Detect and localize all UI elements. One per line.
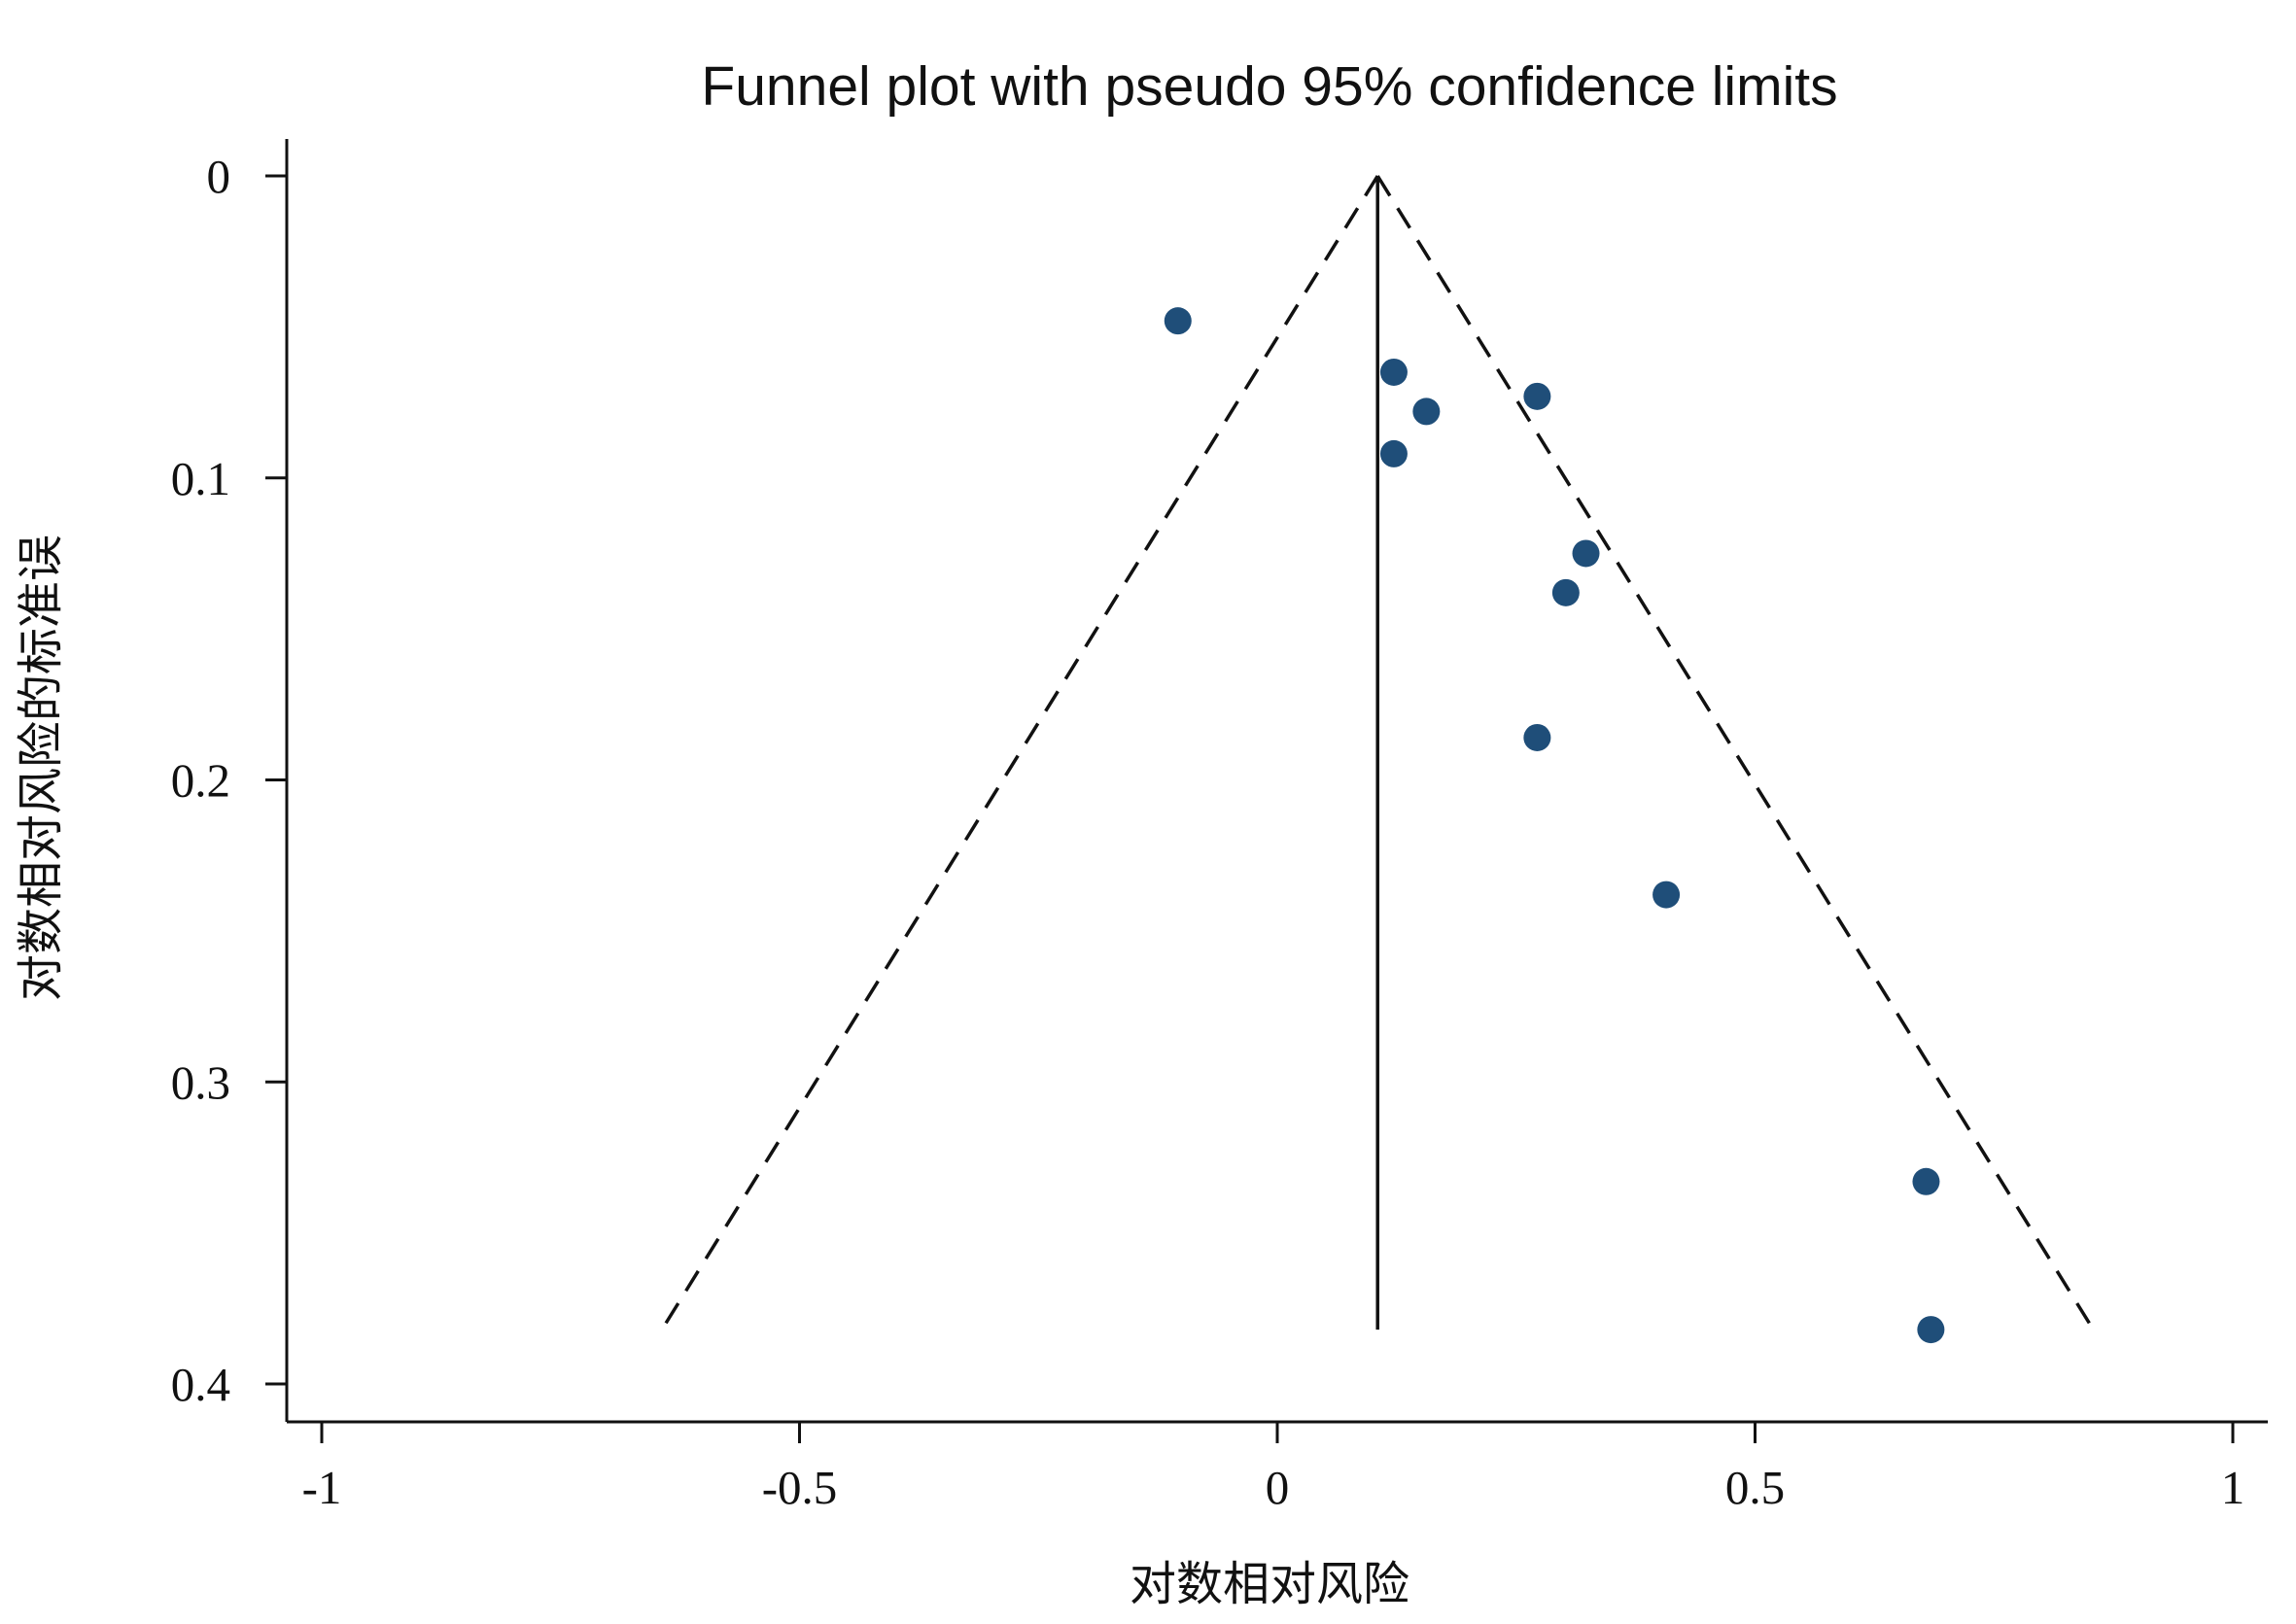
upper-confidence-limit-line: [1375, 175, 2095, 1330]
study-point: [1652, 881, 1681, 909]
x-axis-label: 对数相对风险: [1130, 1557, 1409, 1611]
x-tick-label: -0.5: [762, 1461, 838, 1514]
study-point: [1412, 397, 1441, 426]
study-point: [1912, 1167, 1940, 1195]
axes-layer: -1 -0.5 0 0.5 1 0 0.1 0.2 0.3 0.4: [171, 139, 2268, 1514]
study-point: [1379, 358, 1408, 386]
y-axis-label: 对数相对风险的标准误: [14, 535, 68, 1001]
y-tick-label: 0.2: [171, 754, 230, 808]
funnel-layer: [660, 175, 2095, 1330]
y-tick-label: 0: [207, 150, 231, 203]
chart-title: Funnel plot with pseudo 95% confidence l…: [701, 55, 1837, 118]
study-point: [1523, 723, 1551, 751]
study-point: [1164, 307, 1192, 335]
y-tick-label: 0.3: [171, 1055, 230, 1109]
study-point: [1379, 439, 1408, 467]
x-tick-label: 0: [1266, 1461, 1290, 1514]
x-tick-label: 0.5: [1725, 1461, 1785, 1514]
y-tick-label: 0.4: [171, 1358, 230, 1411]
study-point: [1917, 1316, 1945, 1344]
study-point: [1551, 578, 1580, 606]
points-layer: [1164, 307, 1945, 1344]
lower-confidence-limit-line: [660, 175, 1379, 1330]
x-tick-label: -1: [302, 1461, 342, 1514]
x-tick-label: 1: [2221, 1461, 2245, 1514]
study-point: [1523, 382, 1551, 410]
y-tick-label: 0.1: [171, 452, 230, 505]
study-point: [1572, 539, 1600, 568]
